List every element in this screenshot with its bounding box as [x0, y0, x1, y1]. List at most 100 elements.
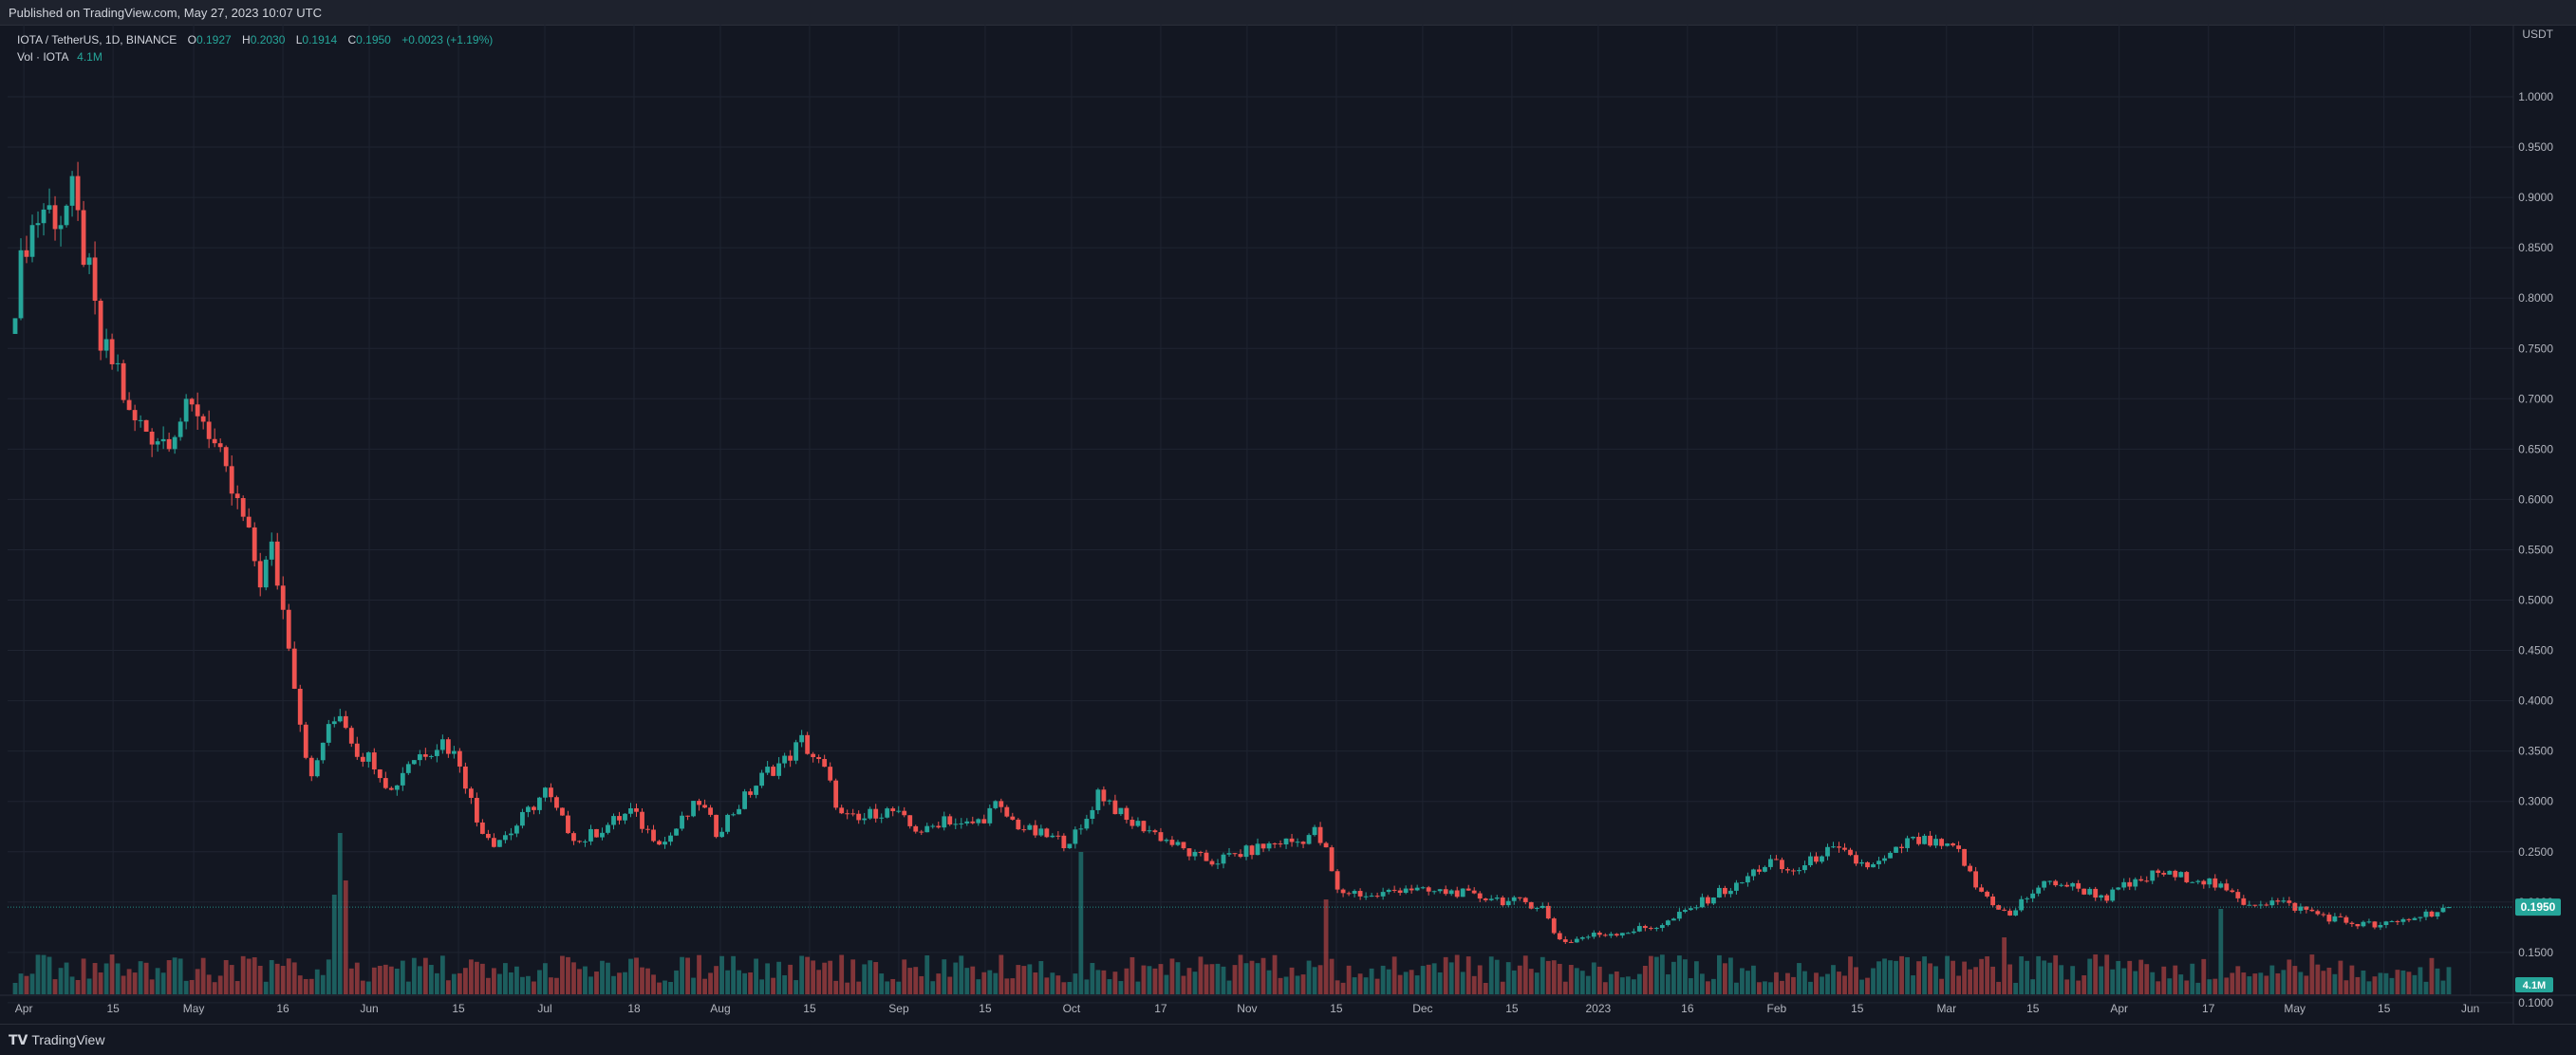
volume-bar [976, 979, 981, 994]
candle-body [343, 715, 348, 729]
volume-bar [1141, 965, 1147, 994]
volume-bar [554, 977, 559, 994]
candle-body [126, 399, 132, 411]
symbol-label[interactable]: IOTA / TetherUS, 1D, BINANCE [17, 33, 177, 46]
x-tick-label: Apr [2110, 1002, 2128, 1015]
x-tick-label: 18 [627, 1002, 641, 1015]
volume-bar [588, 976, 593, 994]
candle-body [2423, 911, 2429, 917]
candle-body [822, 759, 828, 768]
y-tick-label: 0.3500 [2518, 745, 2553, 758]
volume-bar [1522, 955, 1528, 994]
volume-bar [788, 964, 793, 994]
volume-value: 4.1M [77, 50, 103, 64]
volume-bar [999, 954, 1004, 994]
volume-bar [331, 895, 337, 994]
candle-body [274, 541, 280, 586]
volume-bar [2326, 967, 2332, 994]
volume-bar [890, 978, 896, 994]
volume-bar [532, 981, 536, 994]
candle-body [155, 441, 160, 445]
candle-body [1894, 846, 1898, 853]
candle-body [2059, 884, 2064, 886]
volume-bar [1785, 972, 1790, 994]
x-tick-label: Jun [2461, 1002, 2479, 1015]
volume-bar [1973, 967, 1979, 994]
candle-body [554, 797, 559, 808]
volume-label[interactable]: Vol · IOTA [17, 50, 68, 64]
volume-bar [1625, 976, 1631, 994]
volume-bar [1255, 963, 1260, 994]
candle-body [2104, 895, 2110, 901]
volume-bar [1505, 962, 1511, 994]
candle-body [759, 772, 765, 787]
candle-body [1642, 926, 1648, 929]
candle-body [731, 814, 736, 816]
volume-bar [845, 982, 850, 994]
tradingview-brand[interactable]: 𝗧𝗩 TradingView [9, 1032, 104, 1048]
price-chart[interactable]: 1.0000 0.9500 0.9000 0.8500 0.8000 0.7500 0.70… [0, 25, 2576, 1024]
candle-body [833, 780, 839, 808]
candle-body [1465, 888, 1471, 891]
candle-body [907, 815, 913, 826]
volume-bar [405, 981, 411, 994]
published-text: Published on TradingView.com, May 27, 20… [9, 6, 323, 20]
x-tick-label: 15 [452, 1002, 465, 1015]
candle-body [1426, 887, 1431, 892]
volume-bar [1551, 960, 1557, 994]
volume-bar [702, 978, 707, 994]
candle-body [1397, 890, 1403, 894]
candle-body [2081, 888, 2087, 895]
x-tick-label: 15 [803, 1002, 816, 1015]
candle-body [422, 754, 428, 757]
candle-body [121, 362, 126, 400]
volume-bar [474, 961, 479, 994]
volume-bar [2104, 954, 2110, 994]
candle-body [2099, 895, 2104, 898]
volume-bar [2156, 981, 2161, 994]
candle-body [92, 257, 98, 301]
candle-body [41, 209, 47, 224]
candle-body [2161, 873, 2167, 875]
candle-body [1888, 852, 1893, 859]
candle-body [1067, 843, 1073, 849]
candle-body [645, 828, 650, 830]
candle-body [2133, 879, 2138, 887]
volume-bar [1391, 956, 1397, 994]
candle-body [1027, 824, 1033, 830]
volume-bar [2230, 972, 2235, 994]
volume-bar [1147, 966, 1152, 994]
candle-body [1300, 842, 1306, 844]
candle-body [708, 807, 713, 815]
volume-bar [776, 961, 782, 994]
volume-bar [2400, 970, 2406, 994]
volume-bar [286, 958, 291, 994]
volume-bar [1820, 976, 1824, 994]
candle-body [1369, 896, 1374, 898]
candle-body [468, 788, 474, 798]
volume-bar [468, 959, 474, 994]
volume-bar [1027, 964, 1033, 994]
candle-body [1021, 829, 1027, 831]
volume-bar [2093, 954, 2099, 994]
candle-body [617, 816, 622, 821]
volume-bar [92, 963, 98, 994]
volume-bar [269, 959, 274, 994]
volume-bar [2042, 960, 2047, 994]
volume-bar [86, 978, 92, 994]
candle-body [365, 752, 371, 762]
volume-bar [2178, 974, 2184, 994]
volume-bar [1323, 899, 1329, 994]
volume-bar [623, 972, 627, 994]
candle-body [1716, 887, 1722, 898]
volume-bar [1631, 979, 1636, 994]
candle-body [2412, 917, 2417, 920]
candle-body [1346, 893, 1352, 895]
volume-bar [2338, 960, 2343, 994]
candle-body [742, 791, 748, 809]
candle-body [2440, 907, 2446, 913]
candle-body [1221, 854, 1226, 864]
candle-body [1596, 933, 1602, 935]
volume-bar [1465, 956, 1471, 994]
candle-body [566, 815, 570, 834]
